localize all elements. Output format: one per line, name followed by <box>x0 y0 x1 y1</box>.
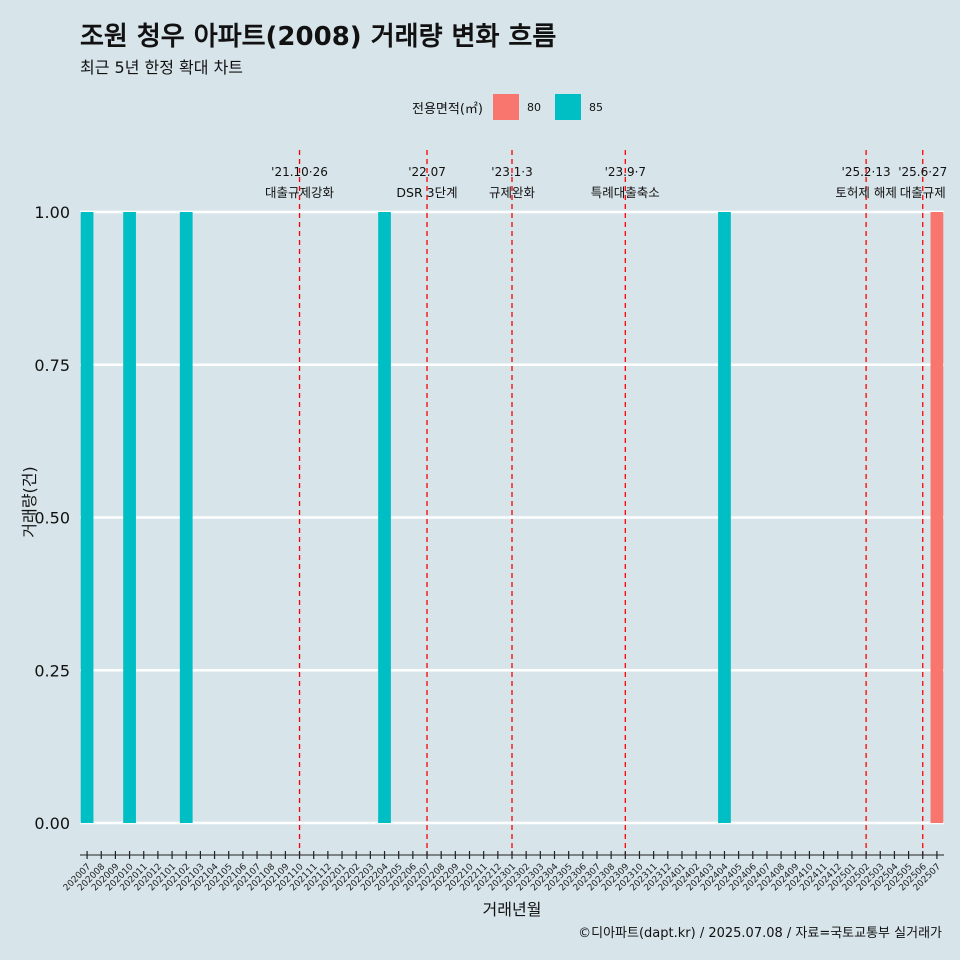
event-desc-label: 특례대출축소 <box>591 185 660 200</box>
y-tick-label: 0.50 <box>34 509 70 528</box>
y-axis-title: 거래량(건) <box>20 466 39 537</box>
chart-subtitle: 최근 5년 한정 확대 차트 <box>80 58 244 77</box>
event-desc-label: 대출규제 <box>900 185 946 200</box>
source-caption: ©디아파트(dapt.kr) / 2025.07.08 / 자료=국토교통부 실… <box>578 926 942 941</box>
x-axis-title: 거래년월 <box>483 900 542 919</box>
y-tick-label: 0.00 <box>34 814 70 833</box>
event-desc-label: 대출규제강화 <box>265 185 335 200</box>
event-date-label: '25.2·13 <box>842 165 891 179</box>
event-date-label: '21.10·26 <box>271 165 328 179</box>
legend: 전용면적(㎡) 80 85 <box>412 93 617 121</box>
event-date-label: '25.6·27 <box>898 165 947 179</box>
legend-item-80: 80 <box>492 94 549 120</box>
y-tick-label: 0.25 <box>34 661 70 680</box>
event-desc-label: 토허제 해제 <box>835 185 896 200</box>
y-tick-label: 0.75 <box>34 356 70 375</box>
y-tick-label: 1.00 <box>34 203 70 222</box>
bar-80-202507 <box>930 212 944 823</box>
bar-85-202404 <box>718 212 731 823</box>
bar-85-202102 <box>179 212 193 823</box>
legend-item-85: 85 <box>554 94 611 120</box>
bar-85-202010 <box>123 212 136 823</box>
legend-label-85: 85 <box>588 100 603 114</box>
event-date-label: '23.1·3 <box>491 165 532 179</box>
legend-swatch-80 <box>492 94 519 120</box>
legend-label-80: 80 <box>526 100 541 114</box>
bar-85-202204 <box>378 212 391 823</box>
event-desc-label: DSR 3단계 <box>396 185 457 200</box>
event-date-label: '23.9·7 <box>605 165 646 179</box>
legend-swatch-85 <box>554 94 581 120</box>
event-date-label: '22.07 <box>408 165 446 179</box>
legend-title: 전용면적(㎡) <box>412 101 483 117</box>
bar-85-202007 <box>80 212 94 823</box>
event-desc-label: 규제완화 <box>489 185 536 200</box>
chart-title: 조원 청우 아파트(2008) 거래량 변화 흐름 <box>80 22 557 52</box>
